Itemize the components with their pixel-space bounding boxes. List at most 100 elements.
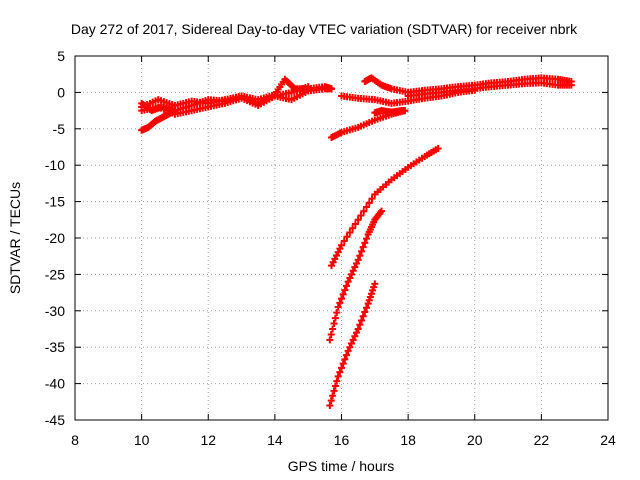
data-point — [327, 397, 335, 405]
data-point — [352, 329, 360, 337]
data-point — [368, 195, 376, 203]
y-tick-label: 5 — [57, 48, 65, 64]
data-point — [344, 278, 352, 286]
data-point — [341, 355, 349, 363]
x-tick-label: 22 — [534, 432, 550, 448]
data-point — [362, 235, 370, 243]
data-point — [361, 308, 369, 316]
data-point — [401, 107, 409, 115]
y-tick-label: -5 — [53, 121, 66, 137]
data-point — [349, 336, 357, 344]
y-tick-label: -15 — [45, 194, 65, 210]
data-point — [342, 282, 350, 290]
y-tick-label: -45 — [45, 412, 65, 428]
data-point — [352, 259, 360, 267]
data-point — [354, 325, 362, 333]
y-axis-title: SDTVAR / TECUs — [7, 182, 23, 294]
data-point — [349, 224, 357, 232]
data-point — [171, 107, 179, 115]
data-point — [371, 280, 379, 288]
data-point — [330, 320, 338, 328]
y-tick-label: -10 — [45, 157, 65, 173]
data-point — [340, 237, 348, 245]
data-point — [339, 360, 347, 368]
y-tick-label: -35 — [45, 339, 65, 355]
data-point — [339, 290, 347, 298]
data-series — [371, 107, 409, 117]
data-point — [567, 81, 575, 89]
data-point — [333, 309, 341, 317]
chart-title: Day 272 of 2017, Sidereal Day-to-day VTE… — [71, 21, 578, 37]
data-point — [326, 401, 334, 409]
data-point — [331, 382, 339, 390]
data-point — [357, 317, 365, 325]
data-series — [326, 280, 379, 409]
data-point — [349, 267, 357, 275]
data-series — [328, 144, 442, 270]
data-point — [347, 340, 355, 348]
data-point — [328, 85, 336, 93]
grid — [75, 56, 608, 420]
data-point — [361, 239, 369, 247]
x-tick-label: 20 — [467, 432, 483, 448]
data-point — [329, 325, 337, 333]
data-point — [331, 314, 339, 322]
data-point — [354, 216, 362, 224]
data-point — [357, 247, 365, 255]
data-point — [359, 312, 367, 320]
data-series — [404, 79, 575, 100]
data-point — [354, 256, 362, 264]
axes: 8 10 12 14 16 18 20 22 24 5 0 -5 -10 -15 -20 -25 -30 -35 -… — [45, 48, 616, 448]
data-point — [434, 144, 442, 152]
data-point — [362, 304, 370, 312]
data-series — [138, 107, 179, 134]
y-tick-label: -40 — [45, 376, 65, 392]
data-point — [338, 364, 345, 372]
data-point — [329, 392, 337, 400]
data-point — [346, 274, 354, 282]
data-point — [338, 295, 345, 303]
data-point — [336, 299, 344, 307]
x-tick-label: 8 — [71, 432, 79, 448]
data-point — [356, 252, 364, 260]
data-point — [336, 368, 344, 376]
x-tick-label: 14 — [267, 432, 283, 448]
data-point — [357, 212, 365, 220]
y-tick-label: 0 — [57, 84, 65, 100]
data-point — [346, 343, 354, 351]
data-point — [351, 220, 359, 228]
x-tick-label: 10 — [134, 432, 150, 448]
data-point — [362, 203, 370, 211]
data-point — [330, 387, 338, 395]
data-point — [342, 351, 350, 359]
data-point — [344, 347, 352, 355]
data-point — [327, 330, 335, 338]
data-point — [360, 207, 368, 215]
data-point — [334, 303, 342, 311]
x-axis-title: GPS time / hours — [288, 458, 395, 474]
data-point — [347, 270, 355, 278]
data-point — [341, 286, 349, 294]
data-points — [138, 74, 575, 409]
data-point — [346, 229, 354, 237]
data-point — [351, 332, 359, 340]
data-point — [334, 372, 342, 380]
data-point — [365, 199, 373, 207]
data-series — [361, 74, 575, 96]
y-tick-label: -25 — [45, 266, 65, 282]
data-point — [359, 243, 367, 251]
x-tick-label: 24 — [600, 432, 616, 448]
data-point — [351, 263, 359, 271]
y-tick-label: -20 — [45, 230, 65, 246]
data-series — [326, 207, 385, 344]
data-point — [343, 233, 351, 241]
data-point — [333, 377, 341, 385]
y-tick-label: -30 — [45, 303, 65, 319]
x-tick-label: 16 — [334, 432, 350, 448]
data-point — [338, 241, 345, 249]
x-tick-label: 18 — [400, 432, 416, 448]
data-point — [377, 207, 385, 215]
x-tick-label: 12 — [200, 432, 216, 448]
data-point — [326, 336, 334, 344]
